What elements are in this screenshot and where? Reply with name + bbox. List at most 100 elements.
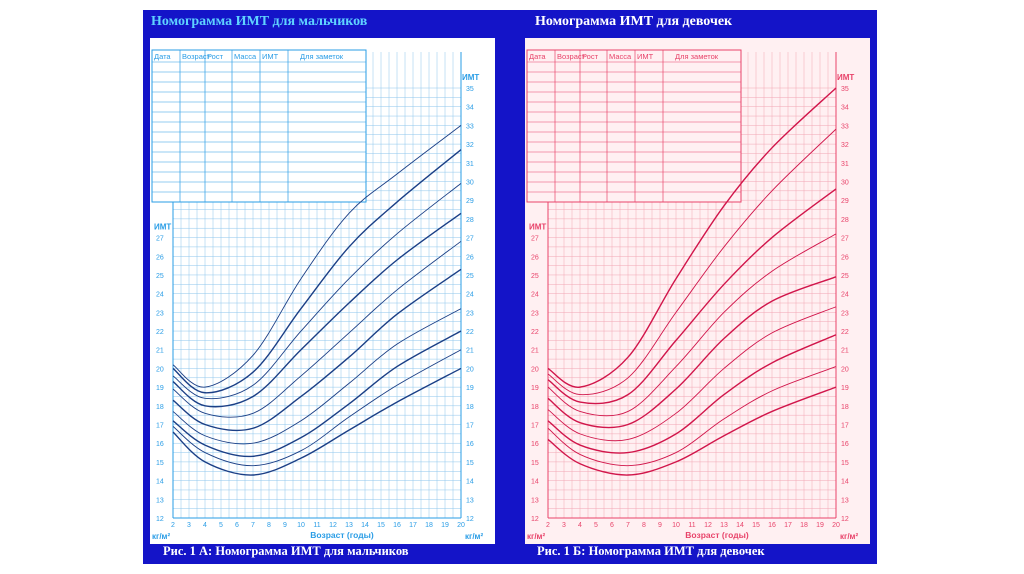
y-tick-label-left: 26	[156, 254, 164, 261]
notes-table-header: Возраст	[557, 52, 586, 61]
notes-table-header: ИМТ	[262, 52, 279, 61]
centile-curve	[547, 386, 837, 476]
y-tick-label-left: 18	[156, 404, 164, 411]
y-tick-label-left: 15	[531, 460, 539, 467]
centile-curve	[172, 149, 462, 394]
unit-label-left: кг/м²	[527, 532, 545, 541]
x-tick-label: 2	[546, 522, 550, 529]
y-tick-label-right: 29	[841, 198, 849, 205]
y-tick-label-right: 27	[841, 236, 849, 243]
boys-panel-title: Номограмма ИМТ для мальчиков	[151, 14, 368, 29]
y-tick-label-right: 27	[466, 236, 474, 243]
y-tick-label-right: 24	[466, 292, 474, 299]
x-tick-label: 15	[377, 522, 385, 529]
y-axis-label-right: ИМТ	[837, 73, 854, 82]
x-tick-label: 11	[688, 522, 695, 529]
x-tick-label: 18	[425, 522, 433, 529]
y-tick-label-left: 27	[156, 236, 164, 243]
y-tick-label-right: 28	[466, 217, 474, 224]
y-tick-label-left: 21	[156, 348, 164, 355]
x-tick-label: 13	[720, 522, 728, 529]
centile-curve	[547, 233, 837, 417]
x-tick-label: 13	[345, 522, 353, 529]
y-tick-label-left: 17	[531, 423, 539, 430]
y-tick-label-right: 22	[841, 329, 849, 336]
centile-curve	[547, 306, 837, 442]
y-tick-label-right: 30	[466, 179, 474, 186]
centile-curve	[172, 367, 462, 476]
y-tick-label-right: 14	[841, 479, 849, 486]
unit-label-right: кг/м²	[840, 532, 858, 541]
y-tick-label-left: 22	[156, 329, 164, 336]
y-tick-label-right: 29	[466, 198, 474, 205]
centile-curve	[547, 87, 837, 388]
x-tick-label: 12	[704, 522, 712, 529]
y-tick-label-right: 32	[841, 142, 849, 149]
notes-table-header: ИМТ	[637, 52, 654, 61]
y-tick-label-left: 24	[156, 292, 164, 299]
y-axis-label-right: ИМТ	[462, 73, 479, 82]
centile-curve	[172, 268, 462, 432]
y-tick-label-left: 18	[531, 404, 539, 411]
x-tick-label: 14	[736, 522, 744, 529]
x-tick-label: 4	[578, 522, 582, 529]
x-tick-label: 3	[562, 522, 566, 529]
notes-table-frame	[151, 49, 367, 203]
x-tick-label: 8	[642, 522, 646, 529]
y-tick-label-right: 18	[466, 404, 474, 411]
y-axis-label-left: ИМТ	[154, 223, 171, 232]
centile-curve	[172, 349, 462, 467]
y-tick-label-right: 20	[841, 366, 849, 373]
x-tick-label: 10	[297, 522, 305, 529]
girls-panel-title: Номограмма ИМТ для девочек	[535, 14, 733, 29]
y-tick-label-left: 15	[156, 460, 164, 467]
y-tick-label-left: 14	[156, 479, 164, 486]
y-tick-label-right: 22	[466, 329, 474, 336]
y-tick-label-right: 34	[466, 105, 474, 112]
notes-table-header: Возраст	[182, 52, 211, 61]
y-tick-label-left: 12	[156, 516, 164, 523]
y-tick-label-left: 23	[156, 310, 164, 317]
y-tick-label-right: 26	[466, 254, 474, 261]
y-tick-label-left: 16	[156, 441, 164, 448]
centile-curve	[547, 276, 837, 429]
centile-curve	[172, 330, 462, 458]
y-tick-label-right: 20	[466, 366, 474, 373]
y-tick-label-left: 21	[531, 348, 539, 355]
x-tick-label: 6	[235, 522, 239, 529]
x-tick-label: 16	[768, 522, 776, 529]
notes-table-header: Для заметок	[300, 52, 344, 61]
y-tick-label-left: 13	[531, 497, 539, 504]
y-tick-label-right: 26	[841, 254, 849, 261]
y-tick-label-left: 16	[531, 441, 539, 448]
y-tick-label-left: 22	[531, 329, 539, 336]
y-tick-label-right: 17	[841, 423, 849, 430]
x-tick-label: 7	[626, 522, 630, 529]
y-tick-label-left: 13	[156, 497, 164, 504]
x-tick-label: 20	[832, 522, 840, 529]
y-tick-label-right: 15	[841, 460, 849, 467]
x-tick-label: 4	[203, 522, 207, 529]
centile-curve	[547, 188, 837, 405]
x-tick-label: 15	[752, 522, 760, 529]
x-tick-label: 10	[672, 522, 680, 529]
y-tick-label-right: 31	[466, 161, 474, 168]
y-tick-label-left: 19	[531, 385, 539, 392]
centile-curve	[172, 240, 462, 418]
notes-table-header: Для заметок	[675, 52, 719, 61]
y-tick-label-right: 13	[466, 497, 474, 504]
notes-table-header: Масса	[609, 52, 632, 61]
y-tick-label-right: 14	[466, 479, 474, 486]
y-tick-label-right: 17	[466, 423, 474, 430]
y-tick-label-right: 23	[841, 310, 849, 317]
y-tick-label-right: 25	[841, 273, 849, 280]
y-tick-label-left: 26	[531, 254, 539, 261]
y-tick-label-right: 15	[466, 460, 474, 467]
x-tick-label: 17	[784, 522, 792, 529]
y-tick-label-right: 28	[841, 217, 849, 224]
x-tick-label: 3	[187, 522, 191, 529]
y-tick-label-right: 19	[466, 385, 474, 392]
y-tick-label-right: 19	[841, 385, 849, 392]
